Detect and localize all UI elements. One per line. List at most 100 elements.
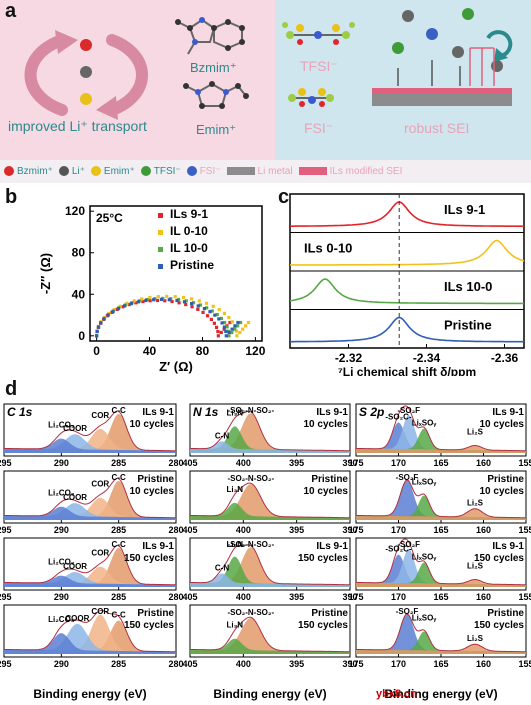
x-tick-label: 280 [168, 458, 183, 468]
emim-label: Emim⁺ [196, 122, 237, 137]
tfsi-label: TFSI⁻ [300, 58, 338, 74]
y-axis-label: -Z″ (Ω) [38, 253, 53, 294]
data-point [233, 327, 237, 331]
y-tick-label: 120 [65, 204, 85, 218]
sample-label: ILs 9-1 [142, 407, 174, 418]
x-tick-label: 290 [54, 458, 69, 468]
peak-label: -SO₂-N-SO₂- [227, 406, 274, 415]
data-point [230, 320, 234, 324]
x-tick-label: 390 [342, 458, 357, 468]
data-point [230, 327, 234, 331]
legend-label: Emim⁺ [103, 165, 135, 177]
data-point [140, 297, 144, 301]
x-tick-label: 0 [93, 344, 100, 358]
spectrum-line [290, 201, 525, 228]
peak-label: C-C [112, 473, 126, 482]
data-point [132, 299, 136, 303]
legend-item: ILs modified SEI [298, 166, 402, 177]
data-point [198, 303, 202, 307]
series-label: ILs 10-0 [444, 279, 492, 294]
peak-label: LiₓSOᵧ [412, 552, 437, 561]
yellow-sphere-icon [90, 166, 101, 176]
sample-label: Pristine [487, 474, 524, 485]
data-point [222, 327, 226, 331]
x-tick-label: 175 [348, 525, 363, 535]
envelope-line [3, 410, 176, 452]
peak-label: -SO₂C- [385, 545, 412, 554]
panel-a-legend: Bzmim⁺ Li⁺ Emim⁺ TFSI⁻ FSI⁻ Li metal ILs modif… [4, 163, 529, 179]
data-point [204, 301, 209, 305]
x-axis-label: ⁷Li chemical shift δ/ppm [338, 365, 476, 376]
legend-item: Li metal [226, 166, 293, 177]
data-point [202, 307, 207, 311]
x-tick-label: 400 [236, 592, 251, 602]
fsi-molecule-icon [288, 88, 334, 107]
x-tick-label: 155 [518, 458, 531, 468]
fit-peak [4, 497, 176, 520]
data-point [152, 298, 156, 302]
sample-label: Pristine [311, 474, 348, 485]
data-point [184, 299, 188, 303]
data-point [201, 310, 205, 314]
plot-frame [3, 604, 177, 658]
x-tick-label: 400 [236, 458, 251, 468]
cycles-label: 150 cycles [474, 553, 524, 564]
data-point [123, 304, 127, 308]
peak-label: COR [91, 480, 109, 489]
peak-label: Li₃N [227, 540, 244, 549]
x-tick-label: -2.36 [491, 351, 519, 365]
panel-a: a [0, 0, 531, 183]
spectrum-line [290, 239, 525, 266]
x-tick-label: 160 [476, 592, 491, 602]
x-tick-label: 395 [289, 525, 304, 535]
panel-label-d: d [5, 378, 18, 400]
x-tick-label: 155 [518, 659, 531, 669]
x-tick-label: 160 [476, 659, 491, 669]
peak-label: LiₓSOᵧ [412, 418, 437, 427]
bzmim-molecule-icon [177, 18, 243, 55]
x-tick-label: 280 [168, 592, 183, 602]
x-tick-label: 390 [342, 659, 357, 669]
data-point [205, 306, 209, 310]
sample-label: ILs 9-1 [142, 541, 174, 552]
x-tick-label: 170 [391, 458, 406, 468]
data-point [190, 305, 194, 309]
x-tick-label: 280 [168, 659, 183, 669]
cycles-label: 10 cycles [480, 419, 525, 430]
y-tick-label: 80 [72, 246, 86, 260]
envelope-line [189, 544, 350, 586]
envelope-line [3, 477, 176, 519]
envelope-line [355, 479, 526, 519]
gray-bar-icon [226, 167, 255, 175]
plot-frame [189, 403, 351, 457]
peak-label: COOR [63, 562, 87, 571]
pink-bar-icon [298, 167, 327, 175]
fit-peak [4, 506, 176, 520]
x-tick-label: 395 [289, 592, 304, 602]
data-point [230, 330, 234, 335]
x-tick-label: 395 [289, 458, 304, 468]
x-tick-label: 80 [196, 344, 210, 358]
data-point [220, 321, 224, 325]
fit-peak [4, 633, 176, 654]
bzmim-sphere-icon [80, 39, 92, 51]
peak-label: LiₓSOᵧ [412, 613, 437, 622]
envelope-line [189, 410, 350, 452]
x-tick-label: 165 [433, 659, 448, 669]
fit-peak [190, 502, 350, 520]
data-point [196, 304, 200, 308]
x-tick-label: -2.32 [335, 351, 363, 365]
x-axis-label: Binding energy (eV) [213, 687, 326, 701]
cycles-label: 10 cycles [304, 486, 349, 497]
peak-label: COR [91, 607, 109, 616]
x-axis-label: Binding energy (eV) [384, 687, 497, 701]
data-point [227, 315, 231, 320]
legend-label: TFSI⁻ [153, 165, 181, 177]
plot-frame [189, 470, 351, 524]
x-tick-label: 285 [111, 458, 126, 468]
x-tick-label: 405 [182, 525, 197, 535]
